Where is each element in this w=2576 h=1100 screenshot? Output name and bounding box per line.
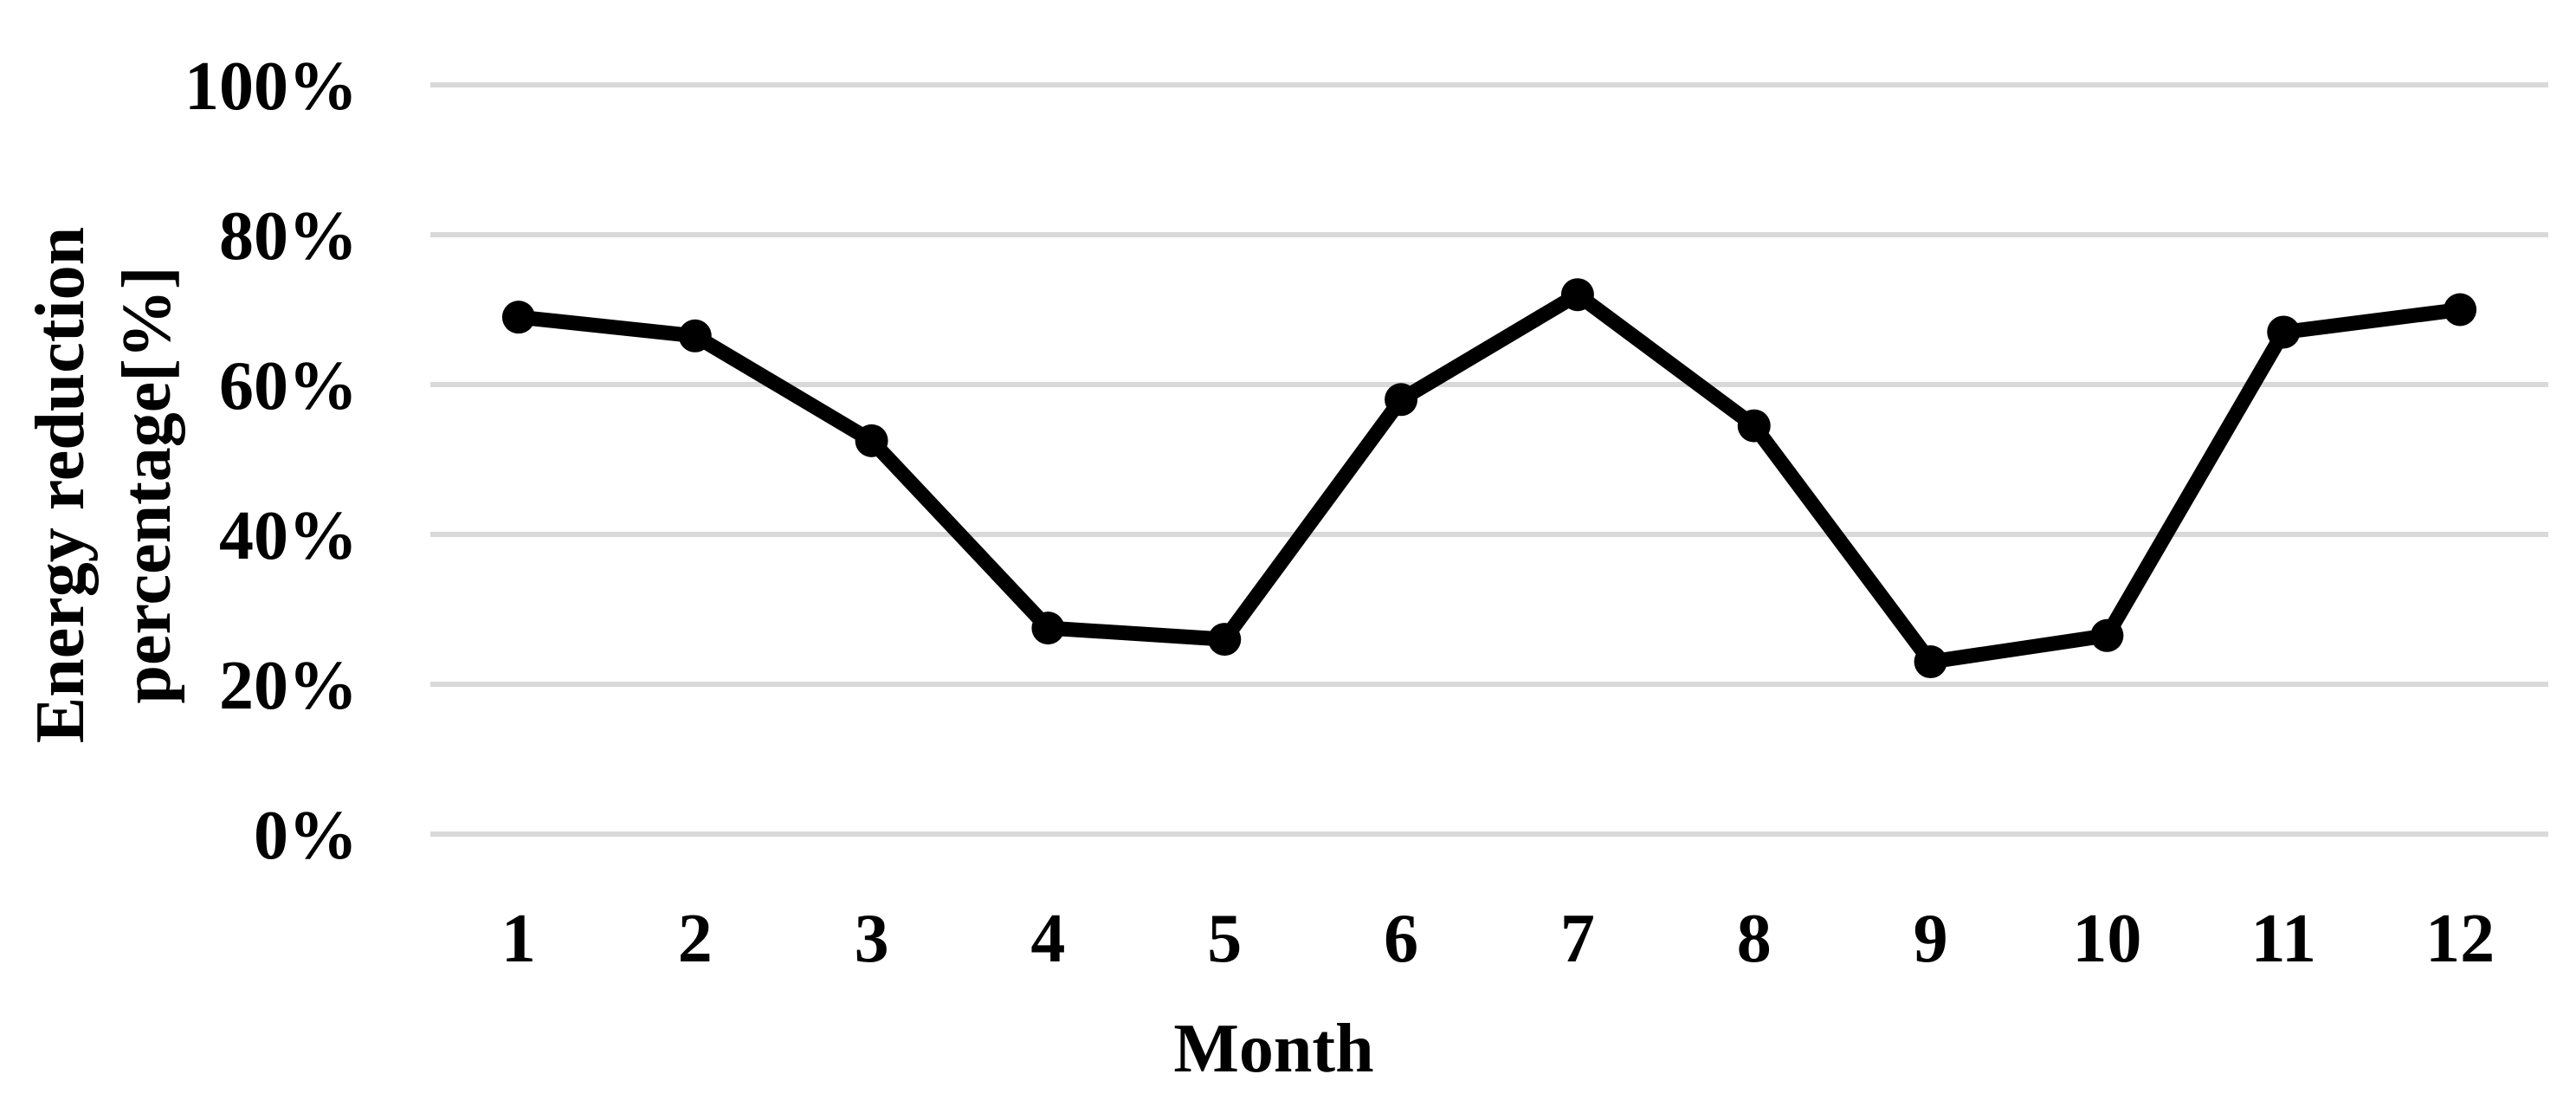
data-point-marker-month-11 (2267, 315, 2301, 349)
series (501, 278, 2477, 679)
x-tick-label-9: 9 (1914, 901, 1948, 977)
x-tick-label-2: 2 (678, 901, 713, 977)
data-point-marker-month-1 (501, 301, 535, 334)
y-tick-label-40: 40% (219, 498, 358, 574)
gridlines (430, 82, 2548, 837)
x-axis-title: Month (1173, 1011, 1374, 1087)
data-point-marker-month-9 (1914, 645, 1947, 679)
x-tick-label-8: 8 (1737, 901, 1772, 977)
x-tick-label-6: 6 (1384, 901, 1418, 977)
x-tick-label-11: 11 (2250, 901, 2316, 977)
data-point-marker-month-7 (1560, 278, 1594, 312)
x-tick-label-7: 7 (1560, 901, 1595, 977)
data-point-marker-month-3 (855, 424, 888, 457)
x-tick-label-3: 3 (855, 901, 889, 977)
y-tick-label-100: 100% (184, 49, 358, 125)
x-tick-label-4: 4 (1030, 901, 1065, 977)
data-point-marker-month-10 (2090, 618, 2124, 652)
x-tick-label-5: 5 (1207, 901, 1242, 977)
x-tick-label-12: 12 (2425, 901, 2495, 977)
data-point-marker-month-8 (1737, 409, 1771, 443)
x-tick-label-1: 1 (501, 901, 536, 977)
x-tick-labels: 1 2 3 4 5 6 7 8 9 10 11 12 (501, 901, 2495, 977)
y-tick-label-60: 60% (219, 348, 358, 424)
data-point-marker-month-5 (1208, 623, 1242, 657)
y-tick-label-80: 80% (219, 198, 358, 275)
data-point-marker-month-4 (1031, 611, 1065, 645)
y-tick-label-0: 0% (254, 798, 358, 874)
y-tick-labels: 0% 20% 40% 60% 80% 100% (184, 49, 358, 874)
data-point-marker-month-6 (1385, 383, 1418, 417)
series-line (511, 287, 2468, 670)
data-point-marker-month-2 (678, 319, 712, 353)
data-point-marker-month-12 (2444, 293, 2477, 327)
y-tick-label-20: 20% (219, 648, 358, 724)
x-tick-label-10: 10 (2072, 901, 2141, 977)
